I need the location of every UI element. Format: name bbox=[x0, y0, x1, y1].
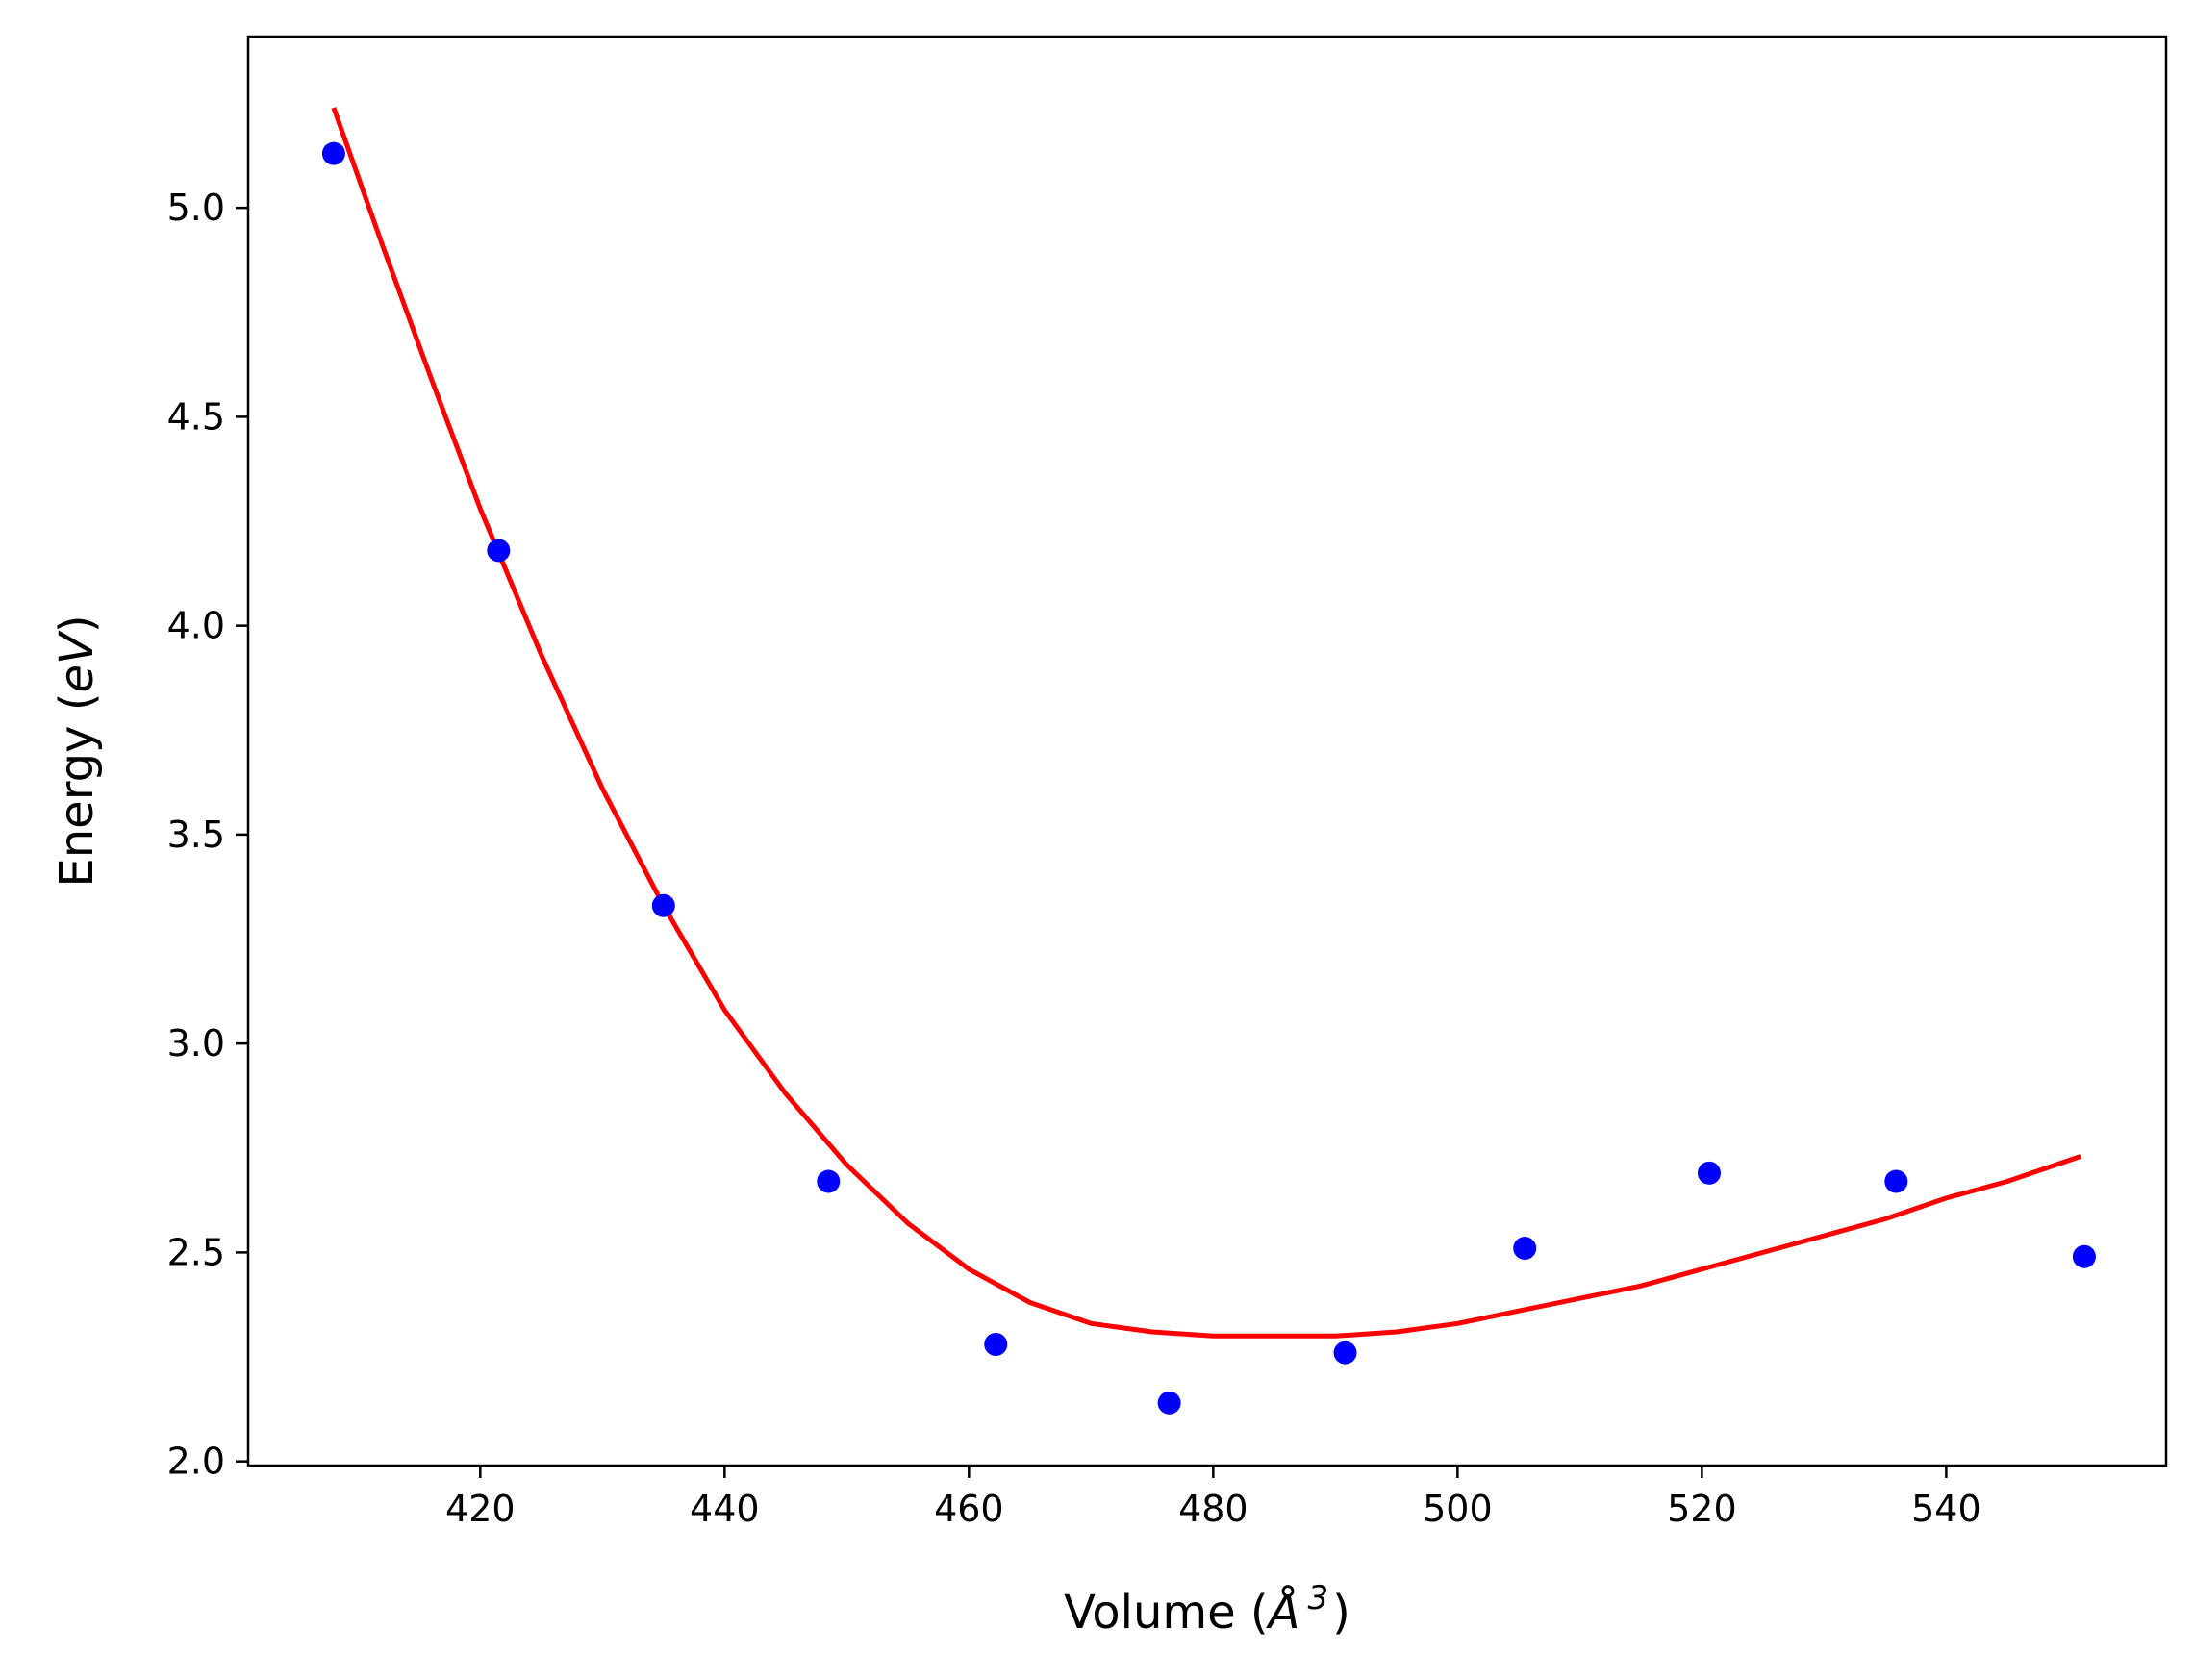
x-tick-label: 500 bbox=[1423, 1488, 1493, 1530]
data-point bbox=[1884, 1169, 1908, 1193]
y-tick-label: 4.5 bbox=[167, 395, 225, 438]
data-point bbox=[2072, 1244, 2096, 1268]
x-tick-label: 420 bbox=[445, 1488, 516, 1530]
y-axis-title-suffix: ) bbox=[50, 614, 104, 633]
y-axis-title-prefix: Energy ( bbox=[50, 693, 104, 888]
y-axis-title-unit: eV bbox=[50, 630, 104, 693]
x-tick-label: 520 bbox=[1667, 1488, 1737, 1530]
data-point bbox=[487, 539, 511, 563]
y-tick-label: 3.0 bbox=[167, 1022, 225, 1065]
data-point bbox=[1333, 1341, 1357, 1365]
x-tick-label: 540 bbox=[1911, 1488, 1981, 1530]
y-tick-label: 4.0 bbox=[167, 605, 225, 647]
x-axis-title-superscript: 3 bbox=[1307, 1579, 1328, 1617]
data-point bbox=[817, 1169, 841, 1193]
data-point bbox=[1157, 1391, 1181, 1415]
y-tick-label: 3.5 bbox=[167, 814, 225, 856]
data-point bbox=[1697, 1161, 1721, 1185]
x-axis: 420 440 460 480 500 520 540 bbox=[445, 1466, 1981, 1530]
y-tick-label: 2.5 bbox=[167, 1231, 225, 1273]
x-axis-title: Volume (Å 3) bbox=[1064, 1579, 1350, 1640]
y-axis: 2.0 2.5 3.0 3.5 4.0 4.5 5.0 bbox=[167, 187, 248, 1483]
data-point bbox=[321, 141, 345, 165]
y-tick-label: 5.0 bbox=[167, 187, 225, 229]
y-axis-title: Energy (eV) bbox=[50, 614, 104, 887]
x-tick-label: 480 bbox=[1178, 1488, 1248, 1530]
x-axis-title-prefix: Volume ( bbox=[1064, 1586, 1269, 1640]
data-point bbox=[1513, 1237, 1537, 1261]
data-point bbox=[984, 1332, 1008, 1356]
plot-content bbox=[321, 107, 2096, 1415]
x-tick-label: 460 bbox=[934, 1488, 1004, 1530]
y-tick-label: 2.0 bbox=[167, 1441, 225, 1483]
fit-curve bbox=[331, 107, 2081, 1339]
plot-frame bbox=[246, 35, 2168, 1467]
data-point bbox=[651, 893, 675, 917]
x-axis-title-symbol: Å bbox=[1266, 1585, 1300, 1640]
x-axis-title-suffix: ) bbox=[1332, 1586, 1350, 1640]
x-tick-label: 440 bbox=[690, 1488, 760, 1530]
